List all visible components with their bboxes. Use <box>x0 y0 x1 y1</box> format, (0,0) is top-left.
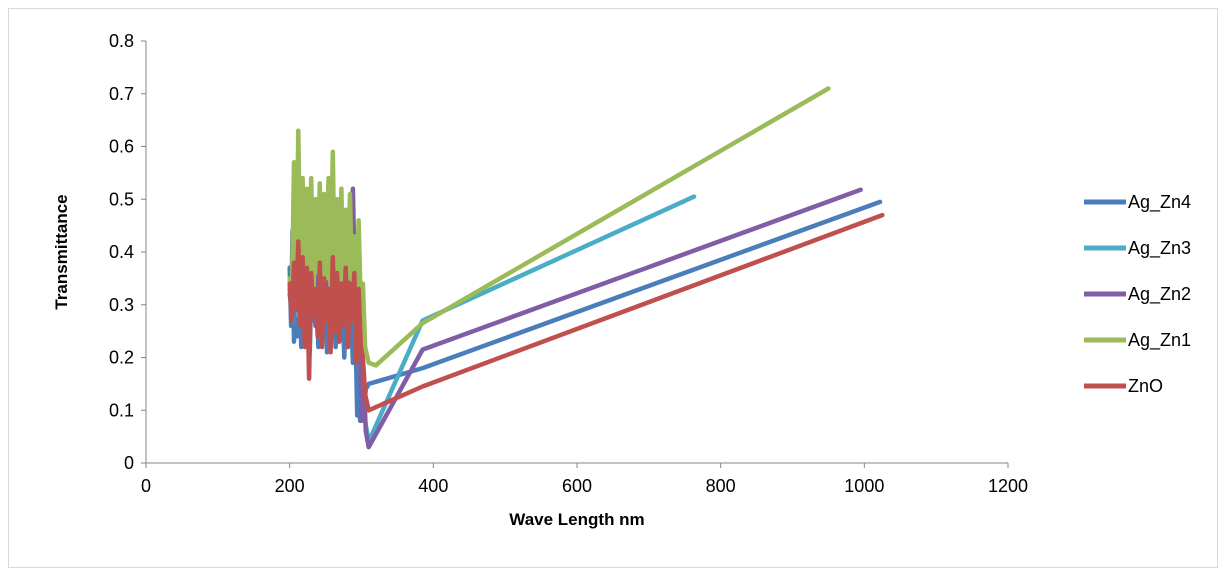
x-tick-label: 800 <box>706 476 736 496</box>
series-layer <box>287 86 885 450</box>
legend-label: Ag_Zn4 <box>1128 192 1191 213</box>
y-tick-label: 0.8 <box>109 31 134 51</box>
series-line-zno <box>287 212 885 413</box>
series-line-ag-zn1 <box>287 86 831 368</box>
y-tick-label: 0.6 <box>109 137 134 157</box>
y-tick-label: 0.1 <box>109 400 134 420</box>
legend-label: Ag_Zn2 <box>1128 284 1191 305</box>
y-tick-label: 0.3 <box>109 295 134 315</box>
legend-label: Ag_Zn1 <box>1128 330 1191 351</box>
x-tick-label: 1000 <box>844 476 884 496</box>
x-tick-label: 400 <box>418 476 448 496</box>
legend-label: Ag_Zn3 <box>1128 238 1191 259</box>
legend: Ag_Zn4 Ag_Zn3 Ag_Zn2 Ag_Zn1 ZnO <box>1084 192 1191 396</box>
x-tick-label: 1200 <box>988 476 1028 496</box>
line-chart: 0 0.1 0.2 0.3 0.4 0.5 0.6 0.7 0.8 0 200 400 600 800 10… <box>52 31 1191 529</box>
axes: 0 0.1 0.2 0.3 0.4 0.5 0.6 0.7 0.8 0 200 400 600 800 10… <box>109 31 1028 496</box>
x-tick-label: 0 <box>141 476 151 496</box>
x-axis-title: Wave Length nm <box>509 510 644 529</box>
y-tick-label: 0.7 <box>109 84 134 104</box>
y-tick-label: 0 <box>124 453 134 473</box>
legend-label: ZnO <box>1128 376 1163 396</box>
y-axis-title: Transmittance <box>52 194 71 309</box>
x-tick-label: 600 <box>562 476 592 496</box>
chart-frame: 0 0.1 0.2 0.3 0.4 0.5 0.6 0.7 0.8 0 200 400 600 800 10… <box>8 8 1218 568</box>
y-tick-label: 0.4 <box>109 242 134 262</box>
x-tick-label: 200 <box>275 476 305 496</box>
series-line-ag-zn4 <box>287 199 883 424</box>
y-tick-label: 0.5 <box>109 189 134 209</box>
y-tick-label: 0.2 <box>109 348 134 368</box>
